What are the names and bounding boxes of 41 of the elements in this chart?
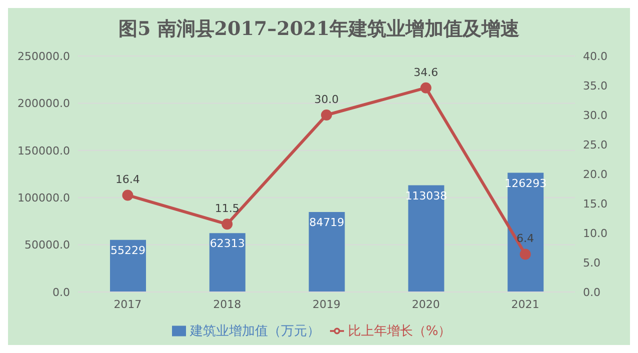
bar (209, 233, 246, 292)
y-tick-label: 250000.0 (18, 50, 70, 63)
data-label: 62313 (210, 237, 245, 250)
y2-tick-label: 25.0 (583, 138, 608, 152)
y2-tick-label: 15.0 (583, 197, 608, 210)
x-tick-label: 2019 (312, 298, 340, 311)
y2-tick-label: 35.0 (583, 79, 608, 92)
data-label: 55229 (110, 244, 146, 257)
legend-label: 比上年增长（%） (348, 324, 452, 339)
bar (408, 185, 444, 292)
legend-label: 建筑业增加值（万元） (190, 324, 320, 339)
y-tick-label: 0.0 (52, 286, 70, 299)
data-label: 16.4 (115, 173, 140, 186)
y2-tick-label: 0.0 (583, 286, 600, 299)
y-tick-label: 50000.0 (24, 238, 70, 252)
x-tick-label: 2020 (412, 298, 440, 311)
bar (308, 212, 345, 292)
x-tick-label: 2018 (213, 298, 242, 311)
y2-tick-label: 20.0 (583, 168, 608, 181)
data-label: 34.6 (414, 66, 438, 79)
x-tick-label: 2017 (114, 298, 142, 311)
y2-tick-label: 10.0 (583, 226, 608, 240)
point (222, 218, 233, 230)
chart-title: 图5 南涧县2017–2021年建筑业增加值及增速 (117, 17, 521, 42)
point (520, 248, 531, 260)
data-label: 84719 (309, 216, 344, 230)
y-tick-label: 150000.0 (18, 144, 70, 158)
y-tick-label: 100000.0 (18, 192, 70, 205)
point (321, 110, 332, 120)
point (420, 82, 432, 94)
data-label: 6.4 (516, 232, 534, 246)
y2-tick-label: 30.0 (583, 108, 608, 122)
y2-tick-label: 40.0 (583, 50, 608, 63)
y-tick-label: 200000.0 (18, 97, 70, 110)
bar (508, 172, 544, 292)
point (122, 190, 134, 201)
x-tick-label: 2021 (511, 298, 540, 311)
bar (110, 240, 146, 292)
y2-tick-label: 5.0 (583, 256, 600, 270)
data-label: 11.5 (214, 202, 240, 216)
data-label: 30.0 (314, 93, 339, 106)
